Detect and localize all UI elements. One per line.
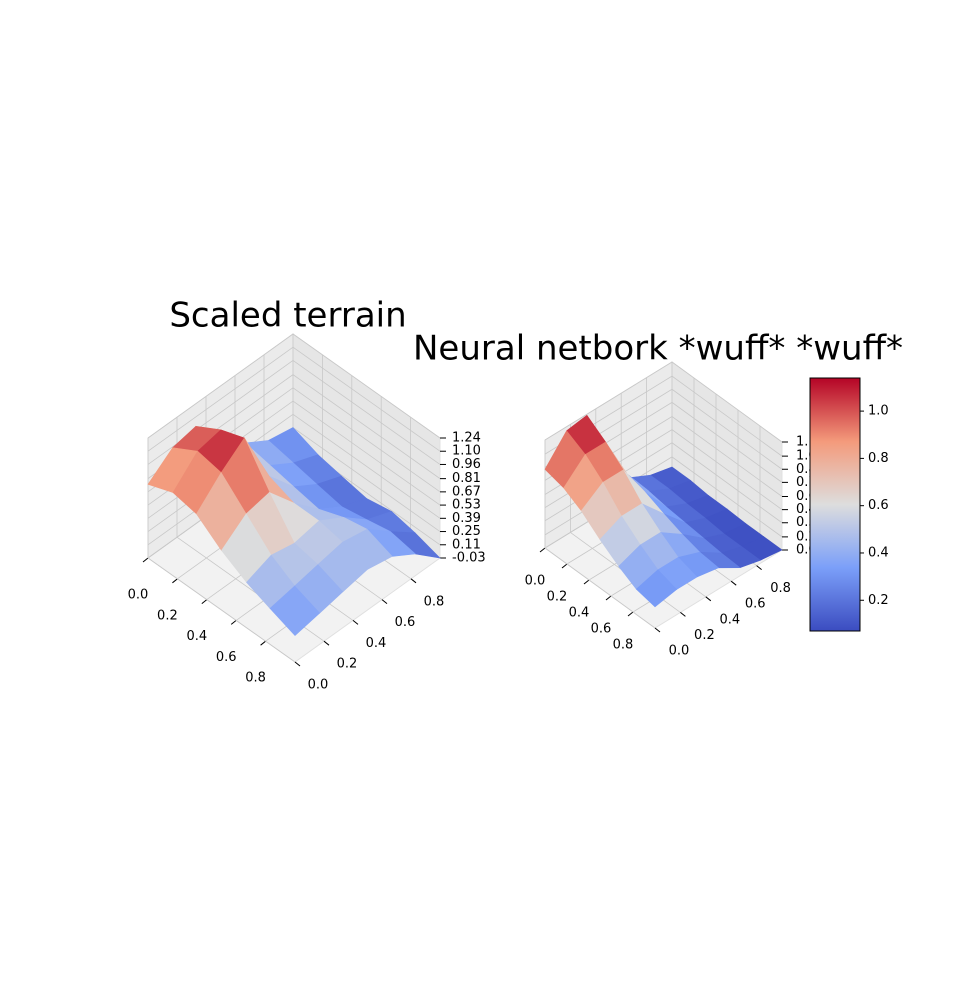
x-tick-label: 0.6 — [216, 650, 237, 665]
y-tick-label: 0.0 — [308, 678, 329, 693]
surface-patch — [269, 585, 321, 636]
surface-patch — [635, 569, 678, 608]
colorbar-tick-label: 0.2 — [868, 593, 889, 608]
y-tick-label: 0.0 — [669, 644, 690, 659]
colorbar-tick-label: 1.0 — [868, 404, 889, 419]
grid-line — [292, 413, 441, 519]
x-tick-label: 0.4 — [569, 606, 590, 621]
grid-line — [292, 360, 441, 465]
x-tick — [201, 599, 208, 604]
z-tick-label: -0.03 — [452, 551, 486, 566]
x-tick — [260, 640, 266, 646]
grid-line — [292, 400, 441, 506]
colorbar — [809, 377, 861, 632]
grid-line — [147, 557, 296, 663]
z-tick-label: 0.53 — [452, 498, 481, 513]
y-tick — [294, 661, 301, 667]
x-tick — [627, 611, 634, 617]
z-tick-label: 0.81 — [452, 471, 481, 486]
x-tick-label: 0.8 — [245, 671, 266, 686]
grid-line — [671, 416, 783, 497]
z-tick-label: 1.10 — [452, 444, 481, 459]
x-tick-label: 0.8 — [613, 638, 634, 653]
grid-line — [544, 547, 656, 629]
x-tick-label: 0.0 — [128, 588, 149, 603]
y-tick — [381, 599, 388, 604]
grid-line — [671, 429, 783, 510]
z-tick-label: 0.25 — [452, 524, 481, 539]
grid-line — [292, 333, 441, 439]
grid-line — [671, 456, 783, 538]
y-tick-label: 0.6 — [395, 615, 416, 630]
z-tick-label: 0.67 — [452, 484, 481, 499]
chart-title: Scaled terrain — [169, 296, 406, 336]
y-tick-label: 0.8 — [424, 594, 445, 609]
x-tick — [561, 563, 568, 569]
grid-line — [292, 427, 441, 532]
x-tick — [230, 620, 237, 625]
x-tick-label: 0.4 — [186, 629, 207, 644]
grid-line — [292, 374, 441, 479]
z-tick-label: 0.96 — [452, 457, 481, 472]
x-tick-label: 0.0 — [525, 574, 546, 589]
grid-line — [147, 360, 294, 465]
z-tick-label: 1.24 — [452, 431, 481, 446]
x-tick — [539, 547, 546, 553]
y-tick — [323, 640, 330, 646]
x-tick — [583, 579, 590, 585]
z-tick-label: 0.39 — [452, 511, 481, 526]
grid-line — [147, 346, 294, 452]
y-tick-label: 0.4 — [719, 612, 740, 627]
plots: 0.00.20.40.60.8 0.00.20.40.60.8-0.030.110… — [128, 333, 825, 693]
y-tick-label: 0.2 — [337, 657, 358, 672]
colorbar-tick-label: 0.6 — [868, 498, 889, 513]
x-tick-label: 0.6 — [591, 622, 612, 637]
y-tick-label: 0.8 — [770, 581, 791, 596]
y-tick-label: 0.4 — [366, 636, 387, 651]
grid-line — [544, 361, 673, 441]
grid-line — [671, 375, 783, 457]
y-tick — [705, 596, 712, 602]
colorbar-tick-label: 0.4 — [868, 545, 889, 560]
grid-line — [671, 388, 783, 470]
x-tick-label: 0.2 — [547, 590, 568, 605]
x-tick — [605, 595, 612, 601]
y-tick — [352, 620, 359, 625]
y-tick — [730, 580, 737, 586]
z-tick-label: 0.11 — [452, 537, 481, 552]
colorbar-tick-label: 0.8 — [868, 451, 889, 466]
grid-line — [671, 442, 783, 524]
x-tick — [142, 557, 149, 563]
grid-line — [292, 387, 441, 493]
y-tick-label: 0.2 — [694, 628, 715, 643]
y-tick — [680, 612, 686, 617]
grid-line — [671, 361, 783, 443]
chart-title: Neural netbork *wuff* *wuff* — [413, 329, 903, 369]
x-tick-label: 0.2 — [157, 608, 178, 623]
x-tick — [172, 578, 178, 584]
y-tick — [654, 627, 661, 633]
grid-line — [671, 402, 783, 483]
y-tick — [410, 578, 417, 584]
y-tick — [756, 565, 762, 570]
y-tick-label: 0.6 — [745, 597, 766, 612]
grid-line — [292, 346, 441, 452]
grid-line — [147, 333, 294, 439]
